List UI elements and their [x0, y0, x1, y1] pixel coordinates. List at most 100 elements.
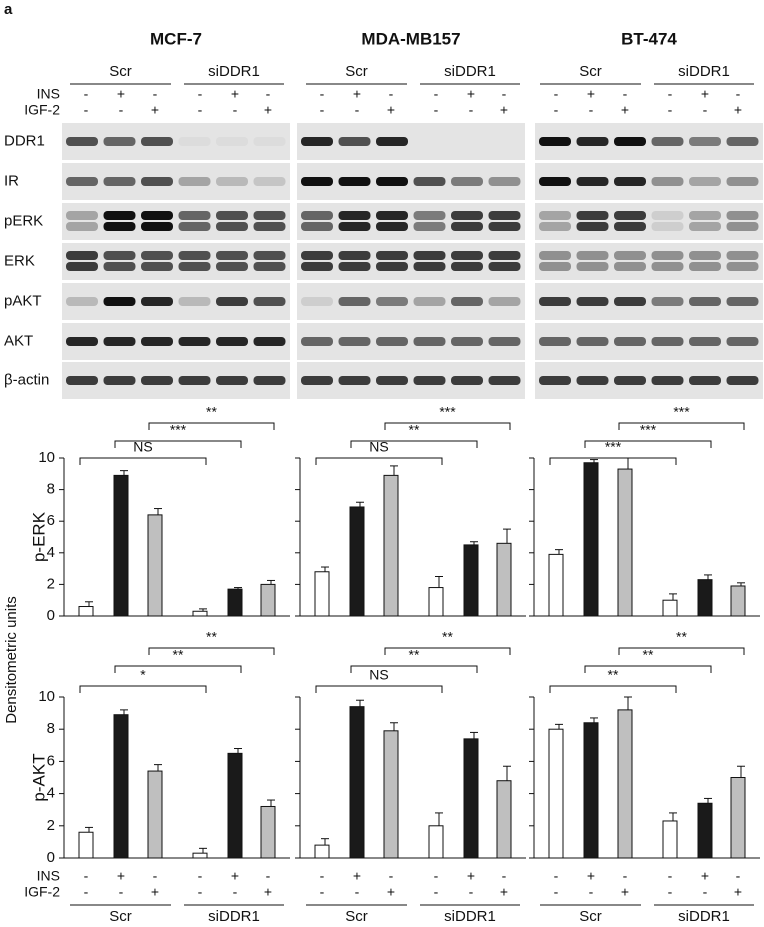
significance-bracket	[618, 422, 745, 430]
bar	[192, 610, 208, 617]
blot-band	[539, 337, 571, 346]
blot-band	[488, 177, 521, 186]
blot-band	[614, 376, 646, 385]
blot-band	[539, 262, 571, 271]
bar	[662, 599, 678, 617]
blot-band	[178, 211, 211, 220]
treatment-sign: +	[587, 868, 595, 884]
blot-label: IR	[4, 172, 19, 189]
blot-band	[141, 251, 173, 260]
blot-band	[338, 177, 371, 186]
blot-band	[141, 376, 173, 385]
cell-line-title: BT-474	[621, 29, 677, 48]
blot	[297, 283, 525, 320]
treatment-sign: +	[264, 102, 272, 118]
blot-band	[66, 137, 98, 146]
blot-band	[253, 177, 286, 186]
bar	[548, 728, 564, 859]
blot-band	[576, 297, 609, 306]
blot	[535, 243, 763, 280]
significance-label: **	[206, 629, 217, 645]
treatment-sign: +	[467, 868, 475, 884]
blot-band	[726, 177, 759, 186]
blot-band	[216, 262, 248, 271]
blot-label: DDR1	[4, 132, 45, 149]
blot-band	[651, 376, 684, 385]
bar	[78, 831, 94, 859]
significance-bracket	[584, 440, 712, 448]
treatment-sign: -	[554, 884, 559, 900]
significance-label: NS	[369, 667, 388, 683]
treatment-sign: -	[198, 102, 203, 118]
bar	[617, 468, 633, 617]
bar	[383, 730, 399, 859]
group-label: siDDR1	[208, 908, 260, 925]
blot-band	[689, 137, 721, 146]
blot-band	[66, 337, 98, 346]
chart-ylabel: p-ERK	[29, 511, 48, 562]
treatment-sign: -	[355, 884, 360, 900]
blot-band	[451, 337, 483, 346]
blot-band	[66, 251, 98, 260]
blot-band	[651, 177, 684, 186]
significance-bracket	[114, 665, 242, 673]
blot-band	[376, 262, 408, 271]
treatment-sign: -	[266, 86, 271, 102]
treatment-sign: -	[434, 86, 439, 102]
y-tick-label: 2	[47, 575, 55, 592]
significance-label: **	[206, 404, 217, 420]
treatment-sign: -	[469, 884, 474, 900]
treatment-sign: +	[467, 86, 475, 102]
blot-band	[488, 211, 521, 220]
blot-band	[103, 297, 136, 306]
significance-bracket	[148, 647, 275, 655]
blot-label: ERK	[4, 252, 35, 269]
blot-band	[689, 262, 721, 271]
bar	[463, 544, 479, 617]
blot-band	[338, 337, 371, 346]
blot-band	[614, 262, 646, 271]
y-tick-label: 8	[47, 481, 55, 498]
blot-band	[178, 297, 211, 306]
blot-band	[338, 251, 371, 260]
blot-band	[576, 251, 609, 260]
y-tick-label: 4	[47, 785, 55, 802]
blot	[62, 283, 290, 320]
blot-band	[103, 251, 136, 260]
group-label: siDDR1	[208, 63, 260, 80]
blot-band	[651, 337, 684, 346]
blot-band	[178, 337, 211, 346]
treatment-sign: -	[233, 102, 238, 118]
treatment-sign: -	[266, 868, 271, 884]
bar	[349, 506, 365, 617]
significance-label: **	[676, 629, 687, 645]
blot-band	[488, 222, 521, 231]
bar	[583, 462, 599, 617]
blot-band	[376, 251, 408, 260]
significance-bracket	[79, 685, 207, 693]
blot-band	[413, 222, 446, 231]
treatment-sign: +	[117, 86, 125, 102]
blot-band	[651, 251, 684, 260]
bar	[697, 579, 713, 617]
bar	[314, 571, 330, 617]
treatment-sign: -	[198, 884, 203, 900]
blot-band	[614, 177, 646, 186]
blot-band	[726, 137, 759, 146]
group-label: Scr	[109, 908, 132, 925]
blot-band	[539, 137, 571, 146]
treatment-sign: +	[231, 868, 239, 884]
bar	[260, 805, 276, 859]
y-tick-label: 8	[47, 720, 55, 737]
blot	[297, 362, 525, 399]
significance-bracket	[384, 647, 511, 655]
treatment-sign: +	[500, 884, 508, 900]
group-label: Scr	[579, 908, 602, 925]
treatment-sign: -	[84, 86, 89, 102]
blot-band	[66, 297, 98, 306]
blot-band	[451, 211, 483, 220]
blot-band	[488, 376, 521, 385]
treatment-sign: -	[502, 86, 507, 102]
blot	[297, 323, 525, 360]
